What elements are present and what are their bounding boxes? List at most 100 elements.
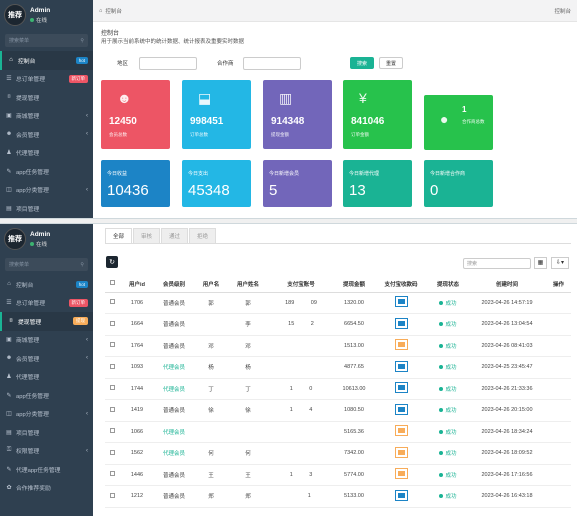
sidebar-item[interactable]: ☰ 总订单管理 新订单	[0, 70, 93, 89]
qr-code-icon[interactable]	[394, 468, 408, 480]
qr-code-image[interactable]	[374, 464, 428, 486]
tab-3[interactable]: 拒绝	[189, 228, 217, 244]
qr-code-icon[interactable]	[394, 296, 408, 308]
search-icon[interactable]: ⚲	[80, 37, 84, 44]
sidebar-search-input[interactable]: 搜索菜单 ⚲	[5, 34, 88, 47]
sidebar-item[interactable]: ⌂ 控制台 hot	[0, 51, 93, 70]
table-row[interactable]: 1562 代理会员何何 7342.00 成功 2023-04-26 18:09:52	[105, 442, 571, 465]
row-actions[interactable]	[546, 485, 571, 508]
columns-button[interactable]: ▦	[534, 257, 547, 269]
agent-input[interactable]	[243, 56, 301, 70]
sidebar-item[interactable]: ✎ app任务管理	[0, 386, 93, 405]
row-actions[interactable]	[546, 421, 571, 443]
breadcrumb[interactable]: 控制台	[105, 8, 122, 15]
table-row[interactable]: 1664 普通会员 李 15 2 6654.50 成功 2023-04-26 13:04:5…	[105, 313, 571, 336]
region-input[interactable]	[139, 56, 197, 70]
qr-code-image[interactable]	[374, 313, 428, 336]
row-checkbox[interactable]	[105, 485, 120, 508]
qr-code-image[interactable]	[374, 292, 428, 314]
row-actions[interactable]	[546, 442, 571, 465]
qr-code-image[interactable]	[374, 485, 428, 508]
user-name: Admin	[30, 230, 51, 238]
table-search-input[interactable]: 搜索	[463, 258, 531, 269]
sidebar-item[interactable]: ♟ 代理管理	[0, 368, 93, 387]
withdraw-amount: 5165.36	[334, 421, 374, 443]
row-checkbox[interactable]	[105, 442, 120, 465]
sidebar-item[interactable]: ▣ 商城管理 ‹	[0, 331, 93, 350]
row-actions[interactable]	[546, 356, 571, 379]
region-label: 地区	[117, 61, 129, 67]
qr-code-icon[interactable]	[394, 360, 408, 372]
qr-code-icon[interactable]	[394, 317, 408, 329]
sidebar-item[interactable]: ☻ 会员管理 ‹	[0, 349, 93, 368]
avatar[interactable]: 推荐	[4, 4, 26, 26]
qr-code-icon[interactable]	[394, 489, 408, 501]
sidebar-item[interactable]: ¤ 提现管理	[0, 88, 93, 107]
header-right-tab[interactable]: 控制台	[554, 8, 571, 15]
sidebar-item[interactable]: ⌂ 控制台 hot	[0, 275, 93, 294]
sidebar-item[interactable]: ☻ 会员管理 ‹	[0, 125, 93, 144]
table-row[interactable]: 1446 普通会员王王 1 3 5774.00 成功 2023-04-26 17:16:5…	[105, 464, 571, 486]
row-checkbox[interactable]	[105, 356, 120, 379]
table-row[interactable]: 1212 普通会员郑郑 1 5133.00 成功 2023-04-26 16:43:18	[105, 485, 571, 508]
sidebar-item[interactable]: ◫ app分类管理 ‹	[0, 181, 93, 200]
qr-code-icon[interactable]	[394, 403, 408, 415]
sidebar-item[interactable]: ✿ 合作推荐奖励	[0, 479, 93, 498]
row-actions[interactable]	[546, 464, 571, 486]
sidebar-item[interactable]: ◫ app分类管理 ‹	[0, 405, 93, 424]
table-row[interactable]: 1093 代理会员杨杨 4877.65 成功 2023-04-25 23:45:47	[105, 356, 571, 379]
row-checkbox[interactable]	[105, 464, 120, 486]
row-checkbox[interactable]	[105, 292, 120, 314]
qr-code-icon[interactable]	[394, 425, 408, 437]
row-checkbox[interactable]	[105, 378, 120, 400]
sidebar-item[interactable]: ♟ 代理管理	[0, 144, 93, 163]
refresh-button[interactable]: ↻	[106, 256, 118, 268]
row-actions[interactable]	[546, 378, 571, 400]
row-actions[interactable]	[546, 335, 571, 357]
row-checkbox[interactable]	[105, 421, 120, 443]
row-actions[interactable]	[546, 292, 571, 314]
username: 王	[194, 464, 228, 486]
sidebar-item[interactable]: ☰ 总订单管理 新订单	[0, 294, 93, 313]
qr-code-icon[interactable]	[394, 339, 408, 351]
qr-code-icon[interactable]	[394, 382, 408, 394]
search-icon[interactable]: ⚲	[80, 261, 84, 268]
table-row[interactable]: 1419 普通会员徐徐 1 4 1080.50 成功 2023-04-26 20:15:0…	[105, 399, 571, 422]
table-row[interactable]: 1744 代理会员丁丁 1 0 10613.00 成功 2023-04-26 21:33:…	[105, 378, 571, 400]
sidebar-item[interactable]: ▤ 项目管理	[0, 199, 93, 218]
sidebar-item[interactable]: ¤ 提现管理 提现	[0, 312, 93, 331]
table-row[interactable]: 1764 普通会员邓邓 1513.00 成功 2023-04-26 08:41:03	[105, 335, 571, 357]
sidebar-item-label: 提现管理	[18, 319, 42, 326]
sidebar-item[interactable]: ▣ 商城管理 ‹	[0, 107, 93, 126]
home-icon[interactable]: ⌂	[99, 7, 103, 14]
table-row[interactable]: 1706 普通会员郭郭 189 09 1320.00 成功 2023-04-26 14:5…	[105, 292, 571, 314]
select-all-checkbox[interactable]	[105, 276, 120, 293]
search-button[interactable]: 搜索	[350, 57, 375, 69]
avatar[interactable]: 推荐	[4, 228, 26, 250]
qr-code-icon[interactable]	[394, 446, 408, 458]
sidebar-item[interactable]: ✎ 代理app任务管理	[0, 460, 93, 479]
qr-code-image[interactable]	[374, 442, 428, 465]
reset-button[interactable]: 重置	[379, 57, 404, 69]
today-stat-card: 今日新增合作商 0	[424, 160, 493, 207]
sidebar-item[interactable]: ✎ app任务管理	[0, 162, 93, 181]
qr-code-image[interactable]	[374, 421, 428, 443]
sidebar-item[interactable]: ▤ 项目管理	[0, 423, 93, 442]
row-actions[interactable]	[546, 399, 571, 422]
tab-0[interactable]: 全部	[105, 228, 133, 244]
table-row[interactable]: 1066 代理会员 5165.36 成功 2023-04-26 18:34:24	[105, 421, 571, 443]
tab-1[interactable]: 审核	[133, 228, 161, 244]
row-checkbox[interactable]	[105, 313, 120, 336]
row-checkbox[interactable]	[105, 335, 120, 357]
stat-value: 841046	[351, 116, 385, 127]
sidebar-item[interactable]: ⚿ 权限管理 ‹	[0, 442, 93, 461]
qr-code-image[interactable]	[374, 399, 428, 422]
qr-code-image[interactable]	[374, 335, 428, 357]
sidebar-search-input[interactable]: 搜索菜单 ⚲	[5, 258, 88, 271]
qr-code-image[interactable]	[374, 378, 428, 400]
tab-2[interactable]: 通过	[161, 228, 189, 244]
qr-code-image[interactable]	[374, 356, 428, 379]
row-checkbox[interactable]	[105, 399, 120, 422]
row-actions[interactable]	[546, 313, 571, 336]
export-button[interactable]: ⇩▾	[551, 257, 569, 269]
